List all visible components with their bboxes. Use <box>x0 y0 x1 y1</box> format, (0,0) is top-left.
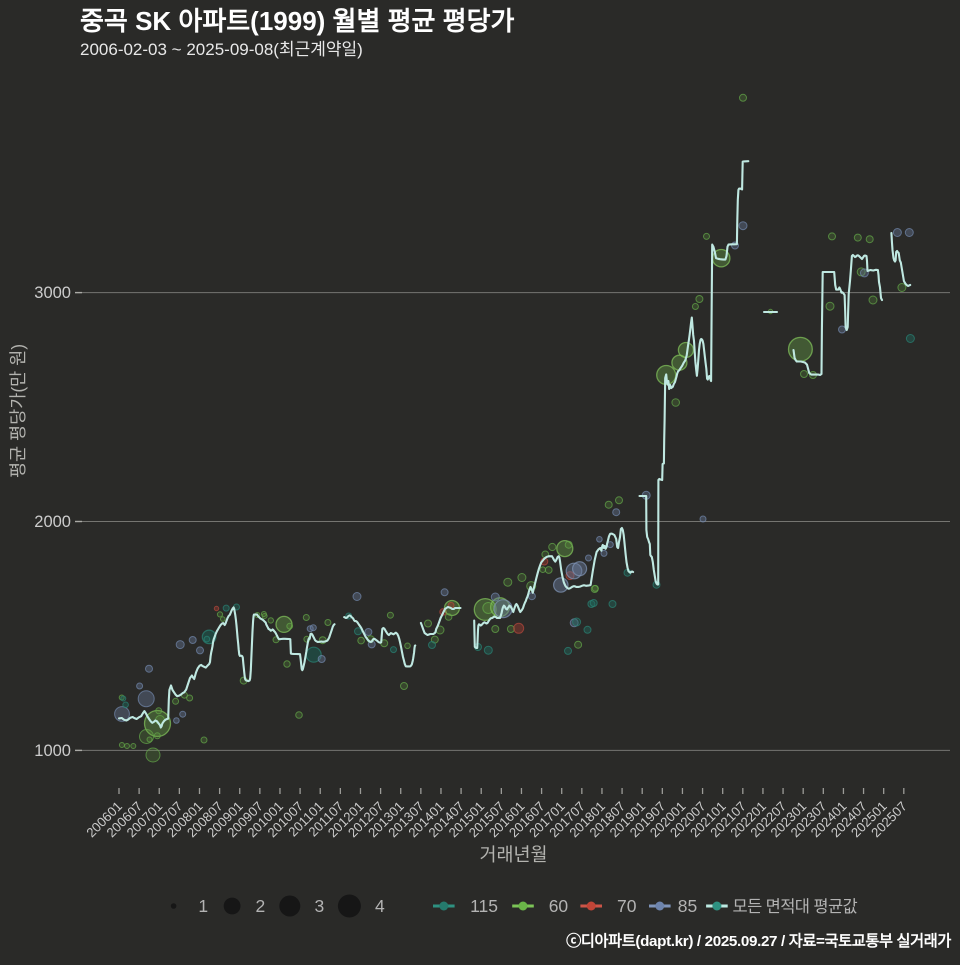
svg-text:115: 115 <box>470 896 498 916</box>
svg-text:4: 4 <box>375 896 385 916</box>
svg-text:거래년월: 거래년월 <box>479 844 547 865</box>
svg-text:2000: 2000 <box>34 513 71 531</box>
svg-text:85: 85 <box>678 896 697 916</box>
svg-text:2006-02-03 ~ 2025-09-08(최근계약일): 2006-02-03 ~ 2025-09-08(최근계약일) <box>80 40 363 59</box>
svg-text:1000: 1000 <box>34 742 71 760</box>
svg-text:60: 60 <box>549 896 569 916</box>
svg-text:모든 면적대 평균값: 모든 면적대 평균값 <box>733 897 858 916</box>
svg-text:중곡 SK 아파트(1999) 월별 평균 평당가: 중곡 SK 아파트(1999) 월별 평균 평당가 <box>80 6 515 36</box>
svg-text:3000: 3000 <box>34 284 71 302</box>
svg-text:1: 1 <box>198 896 208 916</box>
svg-text:ⓒ디아파트(dapt.kr) / 2025.09.27 /: ⓒ디아파트(dapt.kr) / 2025.09.27 / 자료=국토교통부 실… <box>566 932 951 950</box>
svg-text:2: 2 <box>256 896 266 916</box>
svg-text:평균 평당가(만 원): 평균 평당가(만 원) <box>8 344 28 478</box>
svg-text:70: 70 <box>617 896 637 916</box>
svg-text:3: 3 <box>315 896 325 916</box>
